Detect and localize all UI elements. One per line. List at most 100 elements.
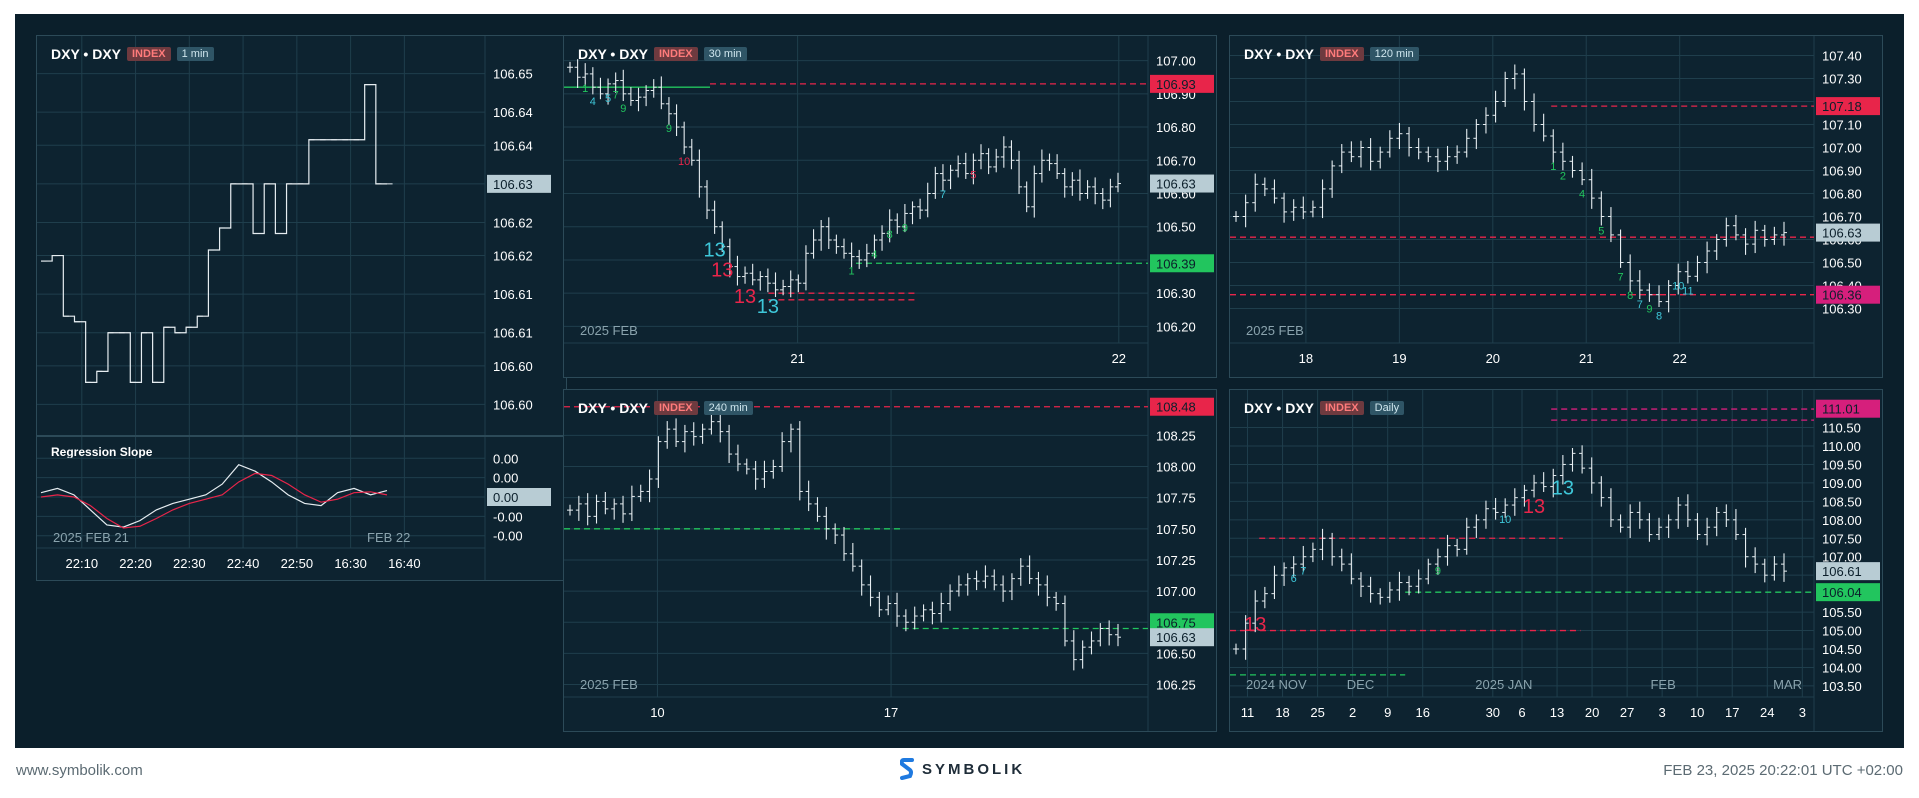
ohlc-bar: [1502, 71, 1509, 107]
footer-url[interactable]: www.symbolik.com: [16, 762, 143, 779]
symbol-label: DXY • DXY: [1244, 46, 1314, 62]
index-badge: INDEX: [654, 401, 698, 415]
ohlc-bar: [690, 422, 697, 446]
ohlc-bar: [673, 104, 680, 137]
panel-120min[interactable]: 107.40107.30107.20107.10107.00106.90106.…: [1229, 35, 1883, 378]
ohlc-bar: [643, 85, 650, 107]
x-tick-label: 16: [1415, 705, 1429, 720]
ohlc-bar: [938, 592, 945, 623]
ohlc-bar: [982, 565, 989, 589]
panel-regression[interactable]: [36, 435, 565, 579]
y-tick-label: 106.61: [493, 326, 533, 341]
ohlc-bar: [1521, 484, 1528, 507]
x-tick-label: 30: [1486, 705, 1500, 720]
chart-30min[interactable]: 107.00106.90106.80106.70106.60106.50106.…: [564, 36, 1216, 377]
ohlc-bar: [1396, 571, 1403, 601]
ohlc-bar: [1084, 180, 1091, 199]
setup-count-label: 7: [1300, 566, 1306, 578]
setup-count-label: 4: [871, 249, 877, 261]
ohlc-bar: [1684, 494, 1691, 527]
y-tick-label: 0.00: [493, 471, 518, 486]
ohlc-bar: [1115, 623, 1121, 647]
ohlc-bar: [1444, 145, 1451, 171]
ohlc-bar: [1357, 572, 1364, 598]
y-tick-label: 109.00: [1822, 476, 1862, 491]
chart-240min[interactable]: 108.25 108.00 107.75 107.50 107.25 107.00 106.…: [564, 390, 1216, 731]
y-tick-label: 106.60: [493, 359, 533, 374]
ohlc-bar: [920, 604, 927, 622]
ohlc-bar: [655, 436, 662, 488]
ohlc-bar: [699, 423, 706, 444]
price-label-text: 111.01: [1822, 402, 1860, 417]
price-label-text: 106.63: [1822, 226, 1862, 241]
ohlc-bar: [1665, 514, 1672, 538]
ohlc-bar: [574, 59, 581, 88]
ohlc-bar: [818, 219, 825, 251]
ohlc-bar: [620, 69, 627, 102]
timeframe-badge[interactable]: 30 min: [703, 47, 747, 61]
panel-1min-title: DXY • DXY INDEX 1 min: [51, 46, 214, 62]
ohlc-bar: [1559, 142, 1566, 171]
date-label: 2025 FEB: [580, 323, 638, 338]
chart-120min[interactable]: 107.40107.30107.20107.10107.00106.90106.…: [1230, 36, 1882, 377]
timeframe-badge[interactable]: 120 min: [1369, 47, 1419, 61]
panel-30min[interactable]: 107.00 106.90 106.80 106.70 106.60 106.50 106.…: [563, 35, 1217, 378]
ohlc-bar: [589, 67, 596, 95]
price-label-text: 106.63: [1156, 177, 1196, 192]
ohlc-bar: [1070, 630, 1077, 671]
price-label-box: [487, 488, 551, 506]
y-tick-label: 108.25: [1156, 428, 1196, 443]
ohlc-bar: [833, 234, 840, 254]
ohlc-bar: [1732, 214, 1739, 241]
regression-slope-line: [40, 472, 388, 529]
ohlc-bar: [1742, 527, 1749, 568]
ohlc-bar: [1704, 517, 1711, 546]
panel-1min[interactable]: 106.65 106.64 106.64 106.63 106.62 106.62 106.…: [36, 35, 567, 581]
ohlc-bar: [1233, 211, 1239, 222]
x-tick-label: 24: [1760, 705, 1774, 720]
setup-count-label: 11: [1682, 285, 1693, 297]
ohlc-bar: [1588, 168, 1595, 209]
ohlc-bar: [779, 432, 786, 472]
x-tick-label: 17: [884, 705, 898, 720]
panel-240min-title: DXY • DXY INDEX 240 min: [578, 400, 753, 416]
ohlc-bar: [761, 460, 768, 488]
y-tick-label: 104.00: [1822, 660, 1862, 675]
panel-daily[interactable]: 110.50 110.00 109.50 109.00 108.50 108.00 107.…: [1229, 389, 1883, 732]
panel-240min[interactable]: 108.25 108.00 107.75 107.50 107.25 107.00 106.…: [563, 389, 1217, 732]
ohlc-bar: [1035, 571, 1042, 596]
timeframe-badge[interactable]: 240 min: [703, 401, 753, 415]
y-tick-label: 107.75: [1156, 491, 1196, 506]
chart-1min[interactable]: 106.65 106.64 106.64 106.63 106.62 106.62 106.…: [37, 36, 566, 580]
x-tick-label: 9: [1384, 705, 1391, 720]
y-tick-label: 107.50: [1822, 531, 1862, 546]
chart-daily[interactable]: 110.50 110.00 109.50 109.00 108.50 108.00 107.…: [1230, 390, 1882, 731]
price-label-box: [1150, 174, 1214, 193]
ohlc-bar: [1627, 254, 1634, 292]
ohlc-bar: [1482, 107, 1489, 134]
symbol-label: DXY • DXY: [1244, 400, 1314, 416]
setup-count-label: 7: [613, 90, 619, 102]
ohlc-bar: [1454, 538, 1461, 557]
date-label: DEC: [1347, 677, 1374, 692]
y-tick-label: 107.00: [1156, 584, 1196, 599]
ohlc-bar: [955, 575, 962, 597]
timeframe-badge[interactable]: Daily: [1369, 401, 1405, 415]
ohlc-bar: [1617, 229, 1624, 268]
ohlc-bar: [688, 138, 695, 166]
ohlc-bar: [1016, 150, 1023, 195]
ohlc-bar: [841, 526, 847, 561]
timeframe-badge[interactable]: 1 min: [176, 47, 214, 61]
ohlc-bar: [929, 601, 936, 625]
date-label: MAR: [1773, 677, 1802, 692]
ohlc-bar: [802, 245, 809, 291]
ohlc-bar: [911, 606, 918, 630]
ohlc-bar: [1348, 141, 1355, 163]
ohlc-bar: [1636, 270, 1643, 300]
ohlc-bar: [1008, 140, 1015, 170]
x-tick-label: 22:50: [281, 556, 314, 571]
x-tick-label: 22:40: [227, 556, 260, 571]
setup-count-label: 13: [711, 260, 733, 282]
ohlc-bar: [978, 144, 984, 170]
ohlc-bar: [1054, 154, 1061, 179]
